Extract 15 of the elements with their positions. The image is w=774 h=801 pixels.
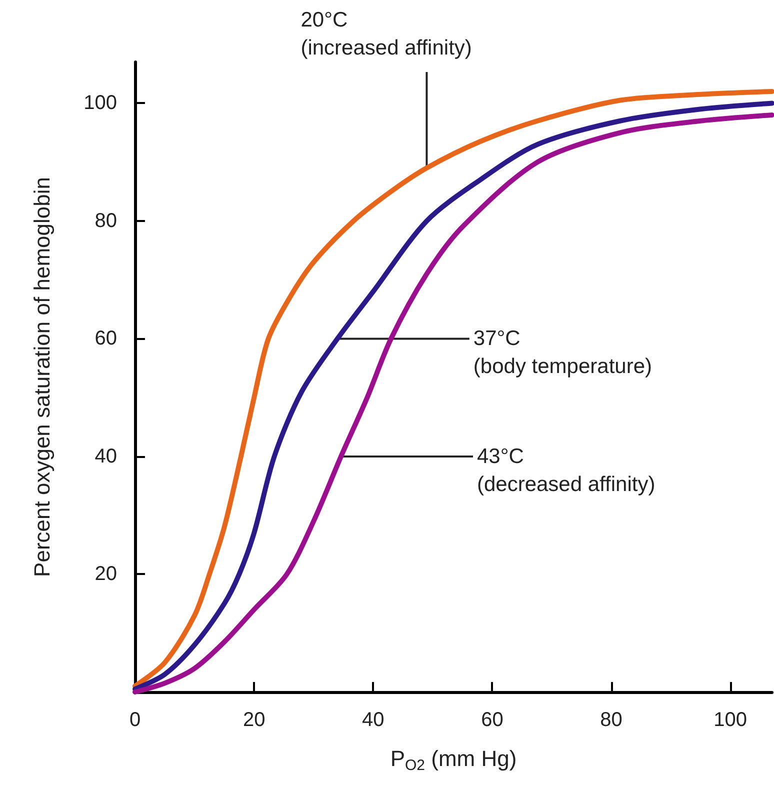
x-tick-label: 40 bbox=[362, 709, 384, 731]
y-tick-label: 20 bbox=[94, 563, 117, 586]
annotation: 20°C (increased affinity) bbox=[300, 8, 472, 60]
annotation: 43°C (decreased affinity) bbox=[476, 444, 656, 496]
y-tick-label: 80 bbox=[94, 210, 117, 232]
x-tick-label: 0 bbox=[129, 709, 141, 731]
y-axis-title: Percent oxygen saturation of hemoglobin bbox=[30, 177, 54, 577]
x-tick-label: 20 bbox=[242, 709, 266, 731]
x-tick-label: 60 bbox=[481, 709, 504, 731]
annotation: 37°C (body temperature) bbox=[473, 327, 652, 378]
y-tick-label: 60 bbox=[94, 328, 117, 350]
x-tick-label: 100 bbox=[714, 709, 748, 731]
y-tick-label: 100 bbox=[84, 92, 117, 114]
x-tick-label: 80 bbox=[600, 709, 622, 731]
y-tick-label: 40 bbox=[94, 445, 117, 468]
